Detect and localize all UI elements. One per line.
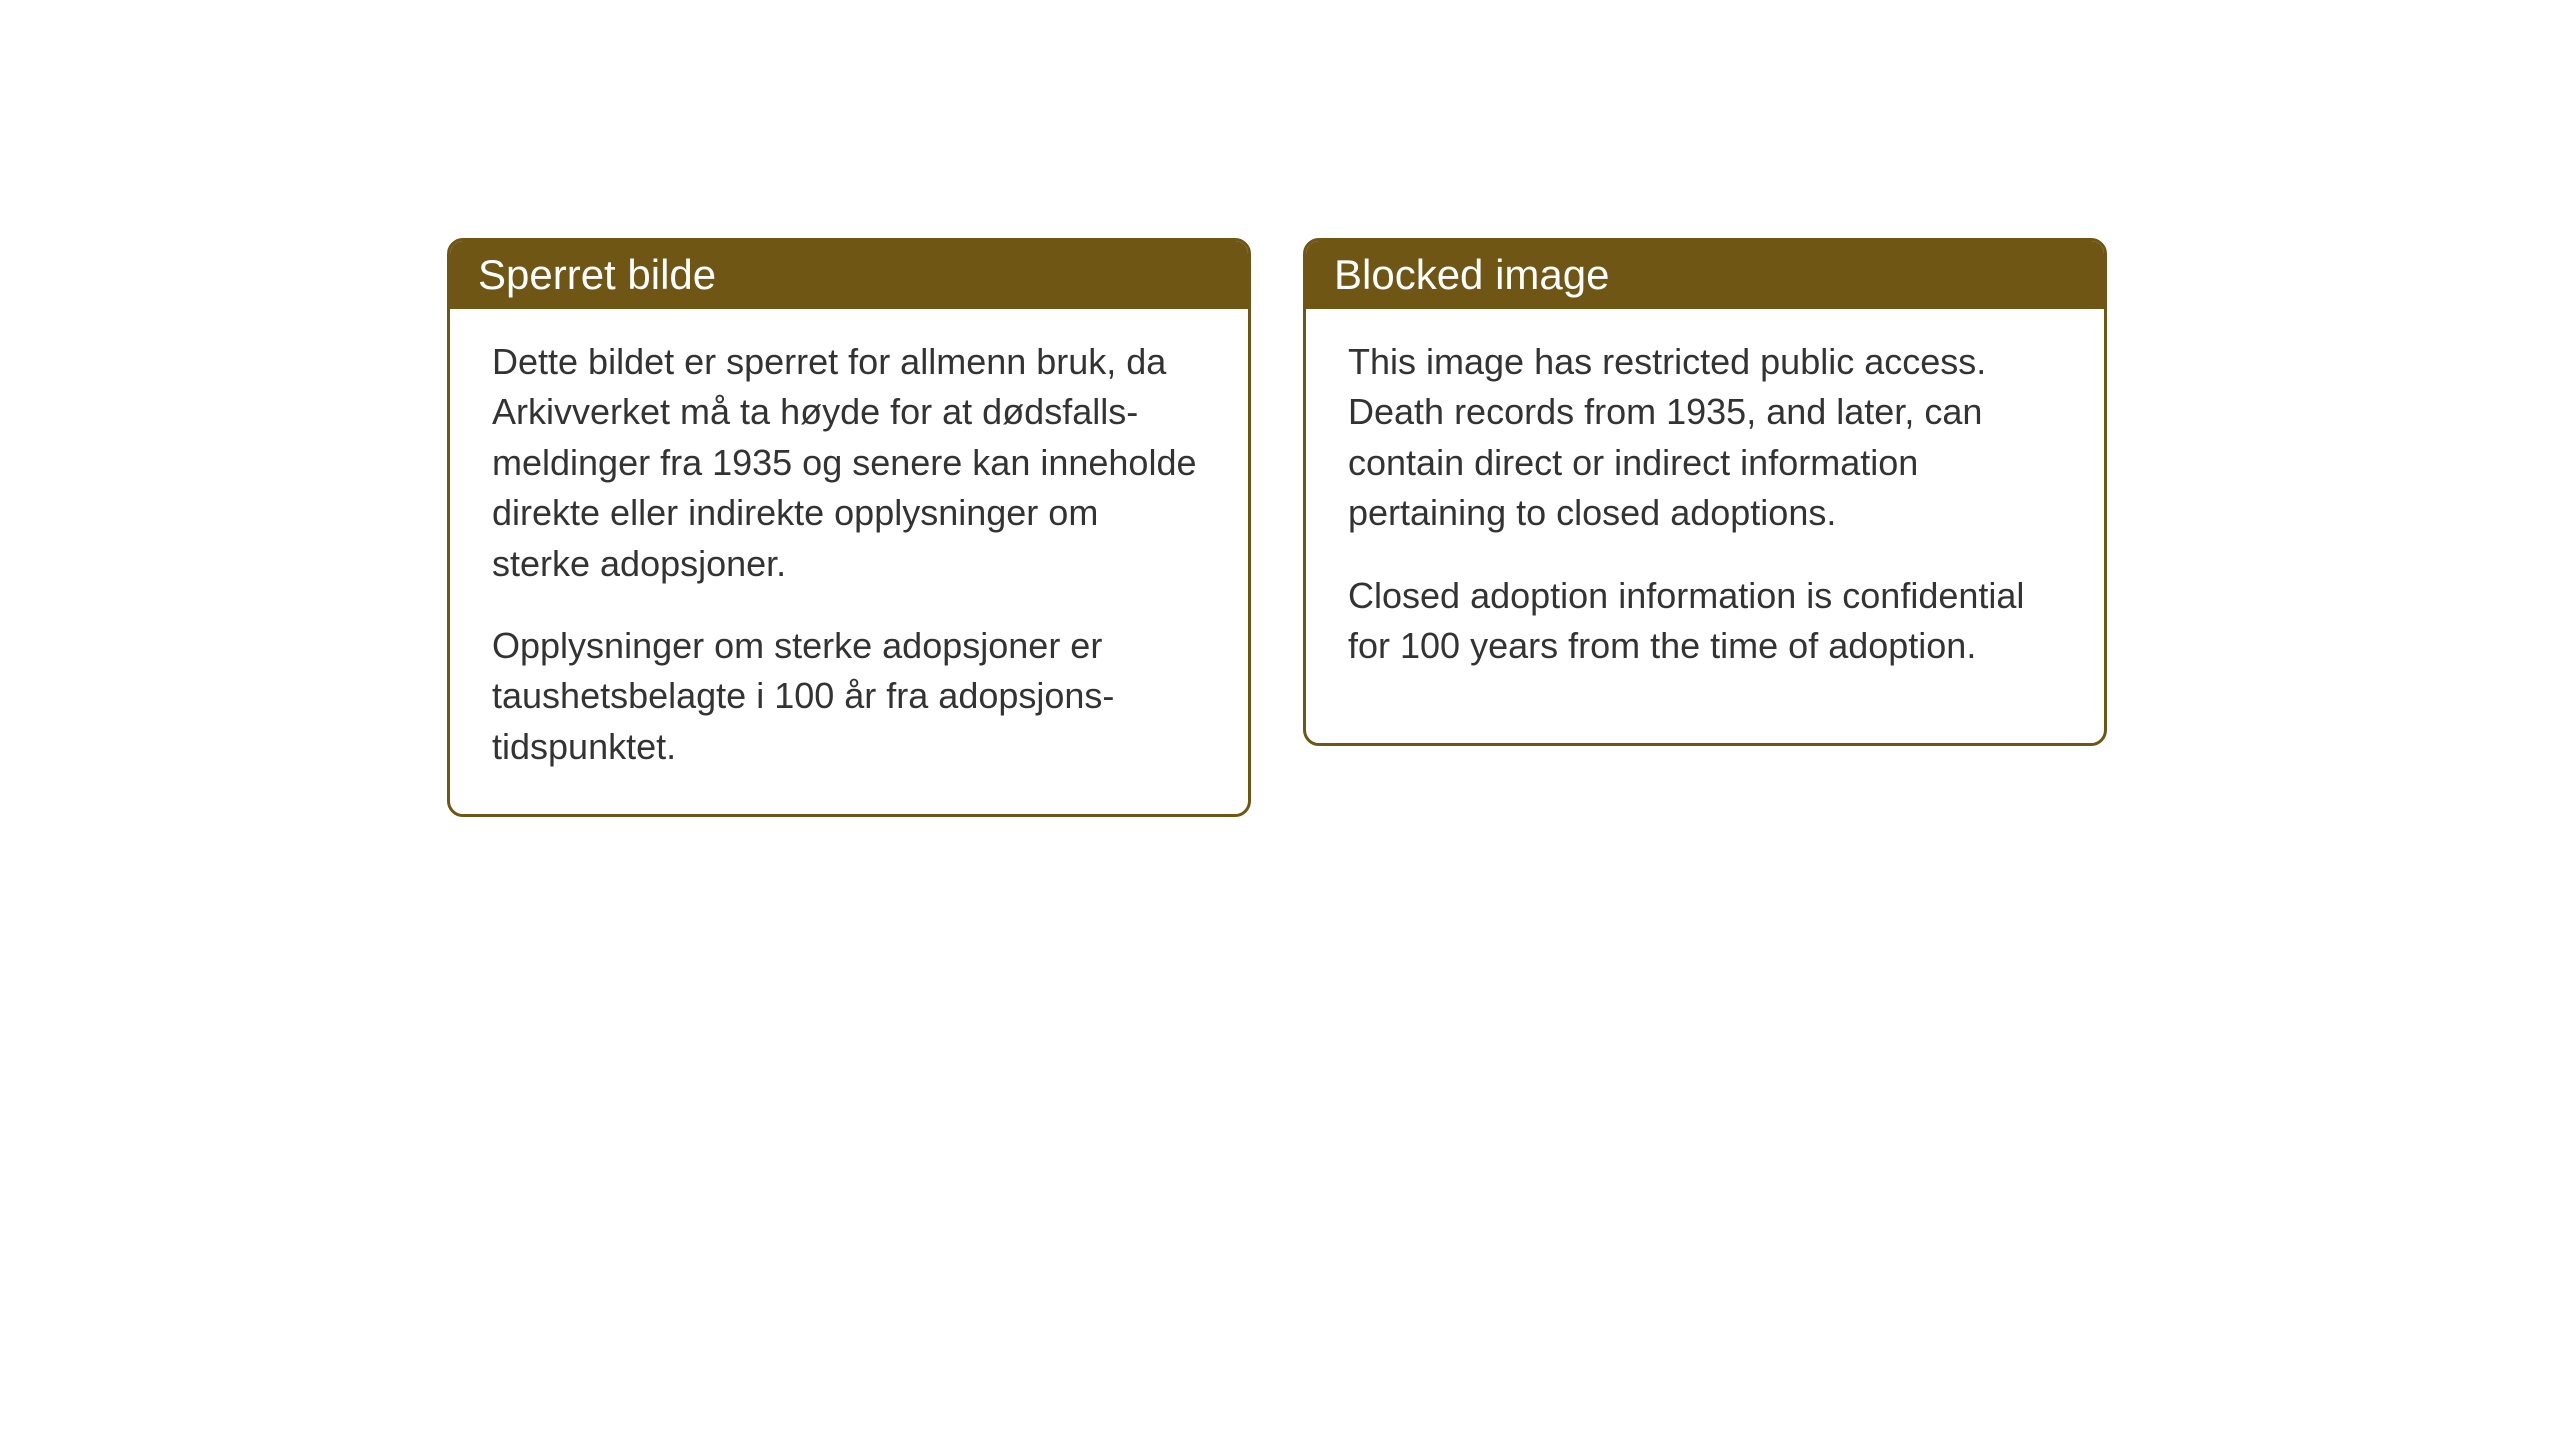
norwegian-card-header: Sperret bilde — [450, 241, 1248, 309]
notice-container: Sperret bilde Dette bildet er sperret fo… — [447, 238, 2107, 817]
norwegian-notice-card: Sperret bilde Dette bildet er sperret fo… — [447, 238, 1251, 817]
norwegian-card-body: Dette bildet er sperret for allmenn bruk… — [450, 309, 1248, 814]
english-paragraph-1: This image has restricted public access.… — [1348, 337, 2062, 539]
english-notice-card: Blocked image This image has restricted … — [1303, 238, 2107, 746]
english-paragraph-2: Closed adoption information is confident… — [1348, 571, 2062, 672]
english-card-body: This image has restricted public access.… — [1306, 309, 2104, 713]
english-card-header: Blocked image — [1306, 241, 2104, 309]
norwegian-paragraph-1: Dette bildet er sperret for allmenn bruk… — [492, 337, 1206, 589]
norwegian-paragraph-2: Opplysninger om sterke adopsjoner er tau… — [492, 621, 1206, 772]
